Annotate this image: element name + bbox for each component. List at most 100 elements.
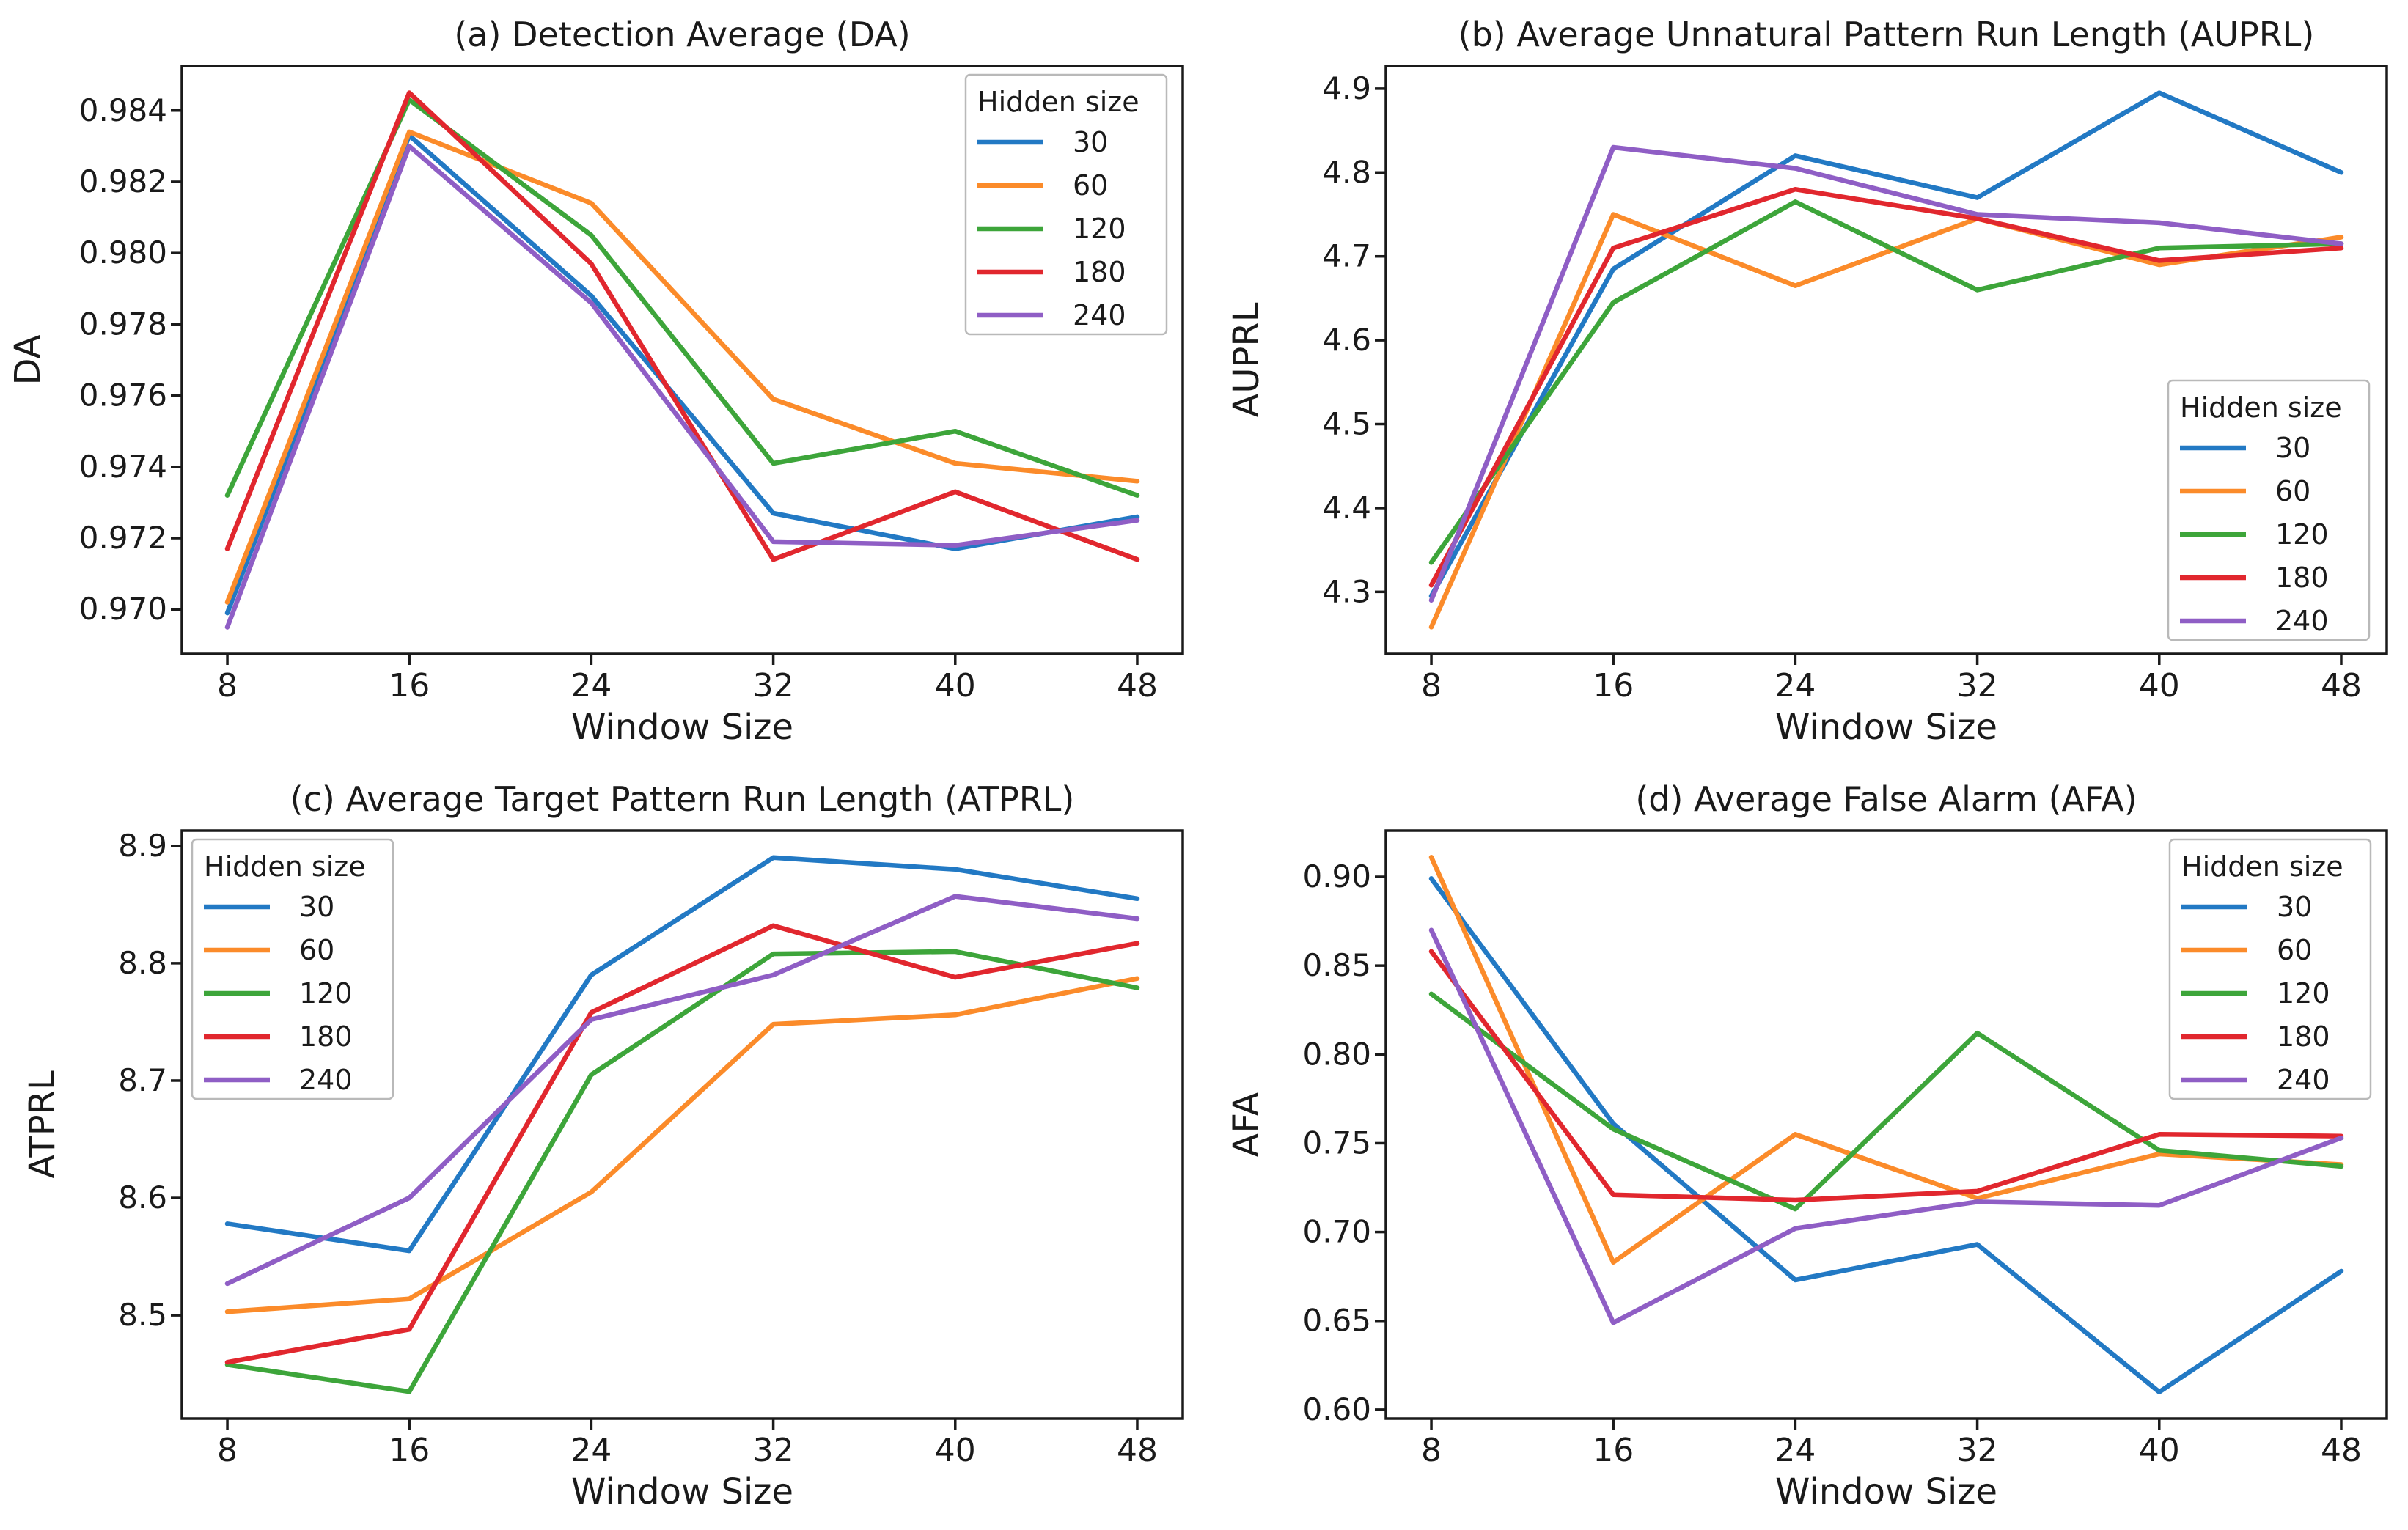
series-line-30 [224, 855, 1140, 1254]
x-tick-label: 48 [1117, 667, 1158, 705]
legend-label-60: 60 [299, 934, 334, 966]
series-line-30 [1428, 90, 2344, 599]
legend-label-60: 60 [1073, 169, 1108, 202]
series-line-240 [1428, 144, 2344, 603]
x-tick-label: 8 [217, 1432, 238, 1469]
y-tick-label: 0.974 [79, 449, 167, 485]
legend-label-120: 120 [299, 977, 353, 1009]
legend-label-240: 240 [2277, 1064, 2330, 1096]
x-tick-label: 16 [1593, 1432, 1634, 1469]
legend-label-120: 120 [1073, 213, 1126, 245]
legend-title: Hidden size [204, 850, 366, 883]
legend-title: Hidden size [2180, 391, 2342, 424]
x-tick-label: 24 [570, 667, 612, 705]
x-tick-label: 40 [935, 667, 976, 705]
axes-frame [180, 829, 1184, 1420]
y-tick-label: 8.8 [118, 945, 167, 981]
series-line-180 [1428, 949, 2344, 1203]
series-line-240 [224, 894, 1140, 1287]
x-tick-label: 40 [2139, 667, 2180, 705]
legend-label-30: 30 [2275, 432, 2310, 464]
x-tick-label: 48 [1117, 1432, 1158, 1469]
legend-title: Hidden size [977, 86, 1139, 118]
x-tick-label: 16 [389, 667, 430, 705]
legend: Hidden size 30 60 120 180 240 [2167, 379, 2371, 641]
series-line-120 [1428, 991, 2344, 1212]
legend: Hidden size 30 60 120 180 240 [964, 73, 1168, 336]
axes-frame [1384, 829, 2388, 1420]
y-tick-label: 0.80 [1302, 1036, 1371, 1072]
legend-label-30: 30 [299, 891, 334, 923]
legend-box [2167, 379, 2371, 641]
panel-a-xlabel: Window Size [570, 707, 794, 748]
x-tick-label: 24 [1774, 667, 1816, 705]
series-line-240 [224, 144, 1140, 630]
x-tick-label: 16 [389, 1432, 430, 1469]
x-tick-label: 48 [2321, 667, 2362, 705]
legend-title: Hidden size [2181, 850, 2343, 883]
y-tick-label: 0.980 [79, 235, 167, 271]
axes-frame [180, 65, 1184, 655]
legend-label-60: 60 [2277, 934, 2312, 966]
y-tick-label: 4.3 [1322, 573, 1371, 609]
x-tick-label: 24 [570, 1432, 612, 1469]
panel-b: (b) Average Unnatural Pattern Run Length… [1204, 0, 2408, 765]
y-tick-label: 4.9 [1322, 70, 1371, 106]
series-line-180 [224, 90, 1140, 562]
panel-c: (c) Average Target Pattern Run Length (A… [0, 765, 1204, 1530]
y-tick-label: 0.970 [79, 591, 167, 627]
panel-a-plot: 0.970 0.972 0.974 0.976 0.978 0.980 0.982 0.984… [79, 65, 1184, 705]
legend: Hidden size 30 60 120 180 240 [191, 838, 394, 1100]
y-tick-label: 0.75 [1302, 1125, 1371, 1161]
panel-d-xlabel: Window Size [1774, 1471, 1998, 1512]
legend: Hidden size 30 60 120 180 240 [2168, 838, 2372, 1100]
panel-b-title: (b) Average Unnatural Pattern Run Length… [1458, 15, 2315, 54]
y-tick-label: 8.5 [118, 1297, 167, 1333]
legend-label-180: 180 [1073, 256, 1126, 288]
panel-b-xlabel: Window Size [1774, 707, 1998, 748]
y-tick-label: 0.978 [79, 306, 167, 342]
x-tick-label: 32 [1957, 1432, 1998, 1469]
panel-d-title: (d) Average False Alarm (AFA) [1635, 779, 2137, 819]
legend-label-240: 240 [2275, 605, 2329, 637]
y-tick-label: 8.7 [118, 1062, 167, 1098]
y-tick-label: 0.60 [1302, 1391, 1371, 1427]
legend-label-180: 180 [2277, 1020, 2330, 1053]
series-line-180 [1428, 186, 2344, 588]
panel-c-plot: 8.5 8.6 8.7 8.8 8.9 8 16 24 32 40 48 Hidden size 30 6… [118, 828, 1184, 1469]
x-tick-label: 8 [217, 667, 238, 705]
panel-a: (a) Detection Average (DA) DA 0.970 0.972… [0, 0, 1204, 765]
series-line-60 [224, 129, 1140, 605]
y-tick-label: 0.65 [1302, 1303, 1371, 1339]
x-tick-label: 32 [753, 1432, 794, 1469]
legend-label-60: 60 [2275, 475, 2310, 507]
legend-box [964, 73, 1168, 336]
y-tick-label: 0.90 [1302, 858, 1371, 894]
legend-label-30: 30 [2277, 891, 2312, 923]
series-line-60 [1428, 855, 2344, 1265]
y-tick-label: 4.4 [1322, 490, 1371, 526]
legend-label-240: 240 [299, 1064, 353, 1096]
legend-label-30: 30 [1073, 126, 1108, 158]
panel-b-plot: 4.3 4.4 4.5 4.6 4.7 4.8 4.9 8 16 24 32 40 48 Hidden s… [1322, 65, 2388, 705]
panel-d-plot: 0.60 0.65 0.70 0.75 0.80 0.85 0.90 8 16 24 32 40 48 H… [1302, 829, 2388, 1469]
y-tick-label: 8.6 [118, 1180, 167, 1215]
legend-label-120: 120 [2277, 977, 2330, 1009]
y-tick-label: 4.5 [1322, 406, 1371, 442]
x-tick-label: 16 [1593, 667, 1634, 705]
series-line-60 [224, 976, 1140, 1314]
legend-box [191, 838, 394, 1100]
y-tick-label: 4.7 [1322, 238, 1371, 274]
legend-label-120: 120 [2275, 518, 2329, 551]
x-tick-label: 8 [1421, 1432, 1442, 1469]
y-tick-label: 0.972 [79, 520, 167, 556]
y-tick-label: 4.8 [1322, 154, 1371, 190]
x-tick-label: 48 [2321, 1432, 2362, 1469]
series-line-120 [1428, 199, 2344, 565]
x-tick-label: 8 [1421, 667, 1442, 705]
y-tick-label: 0.984 [79, 92, 167, 128]
legend-label-180: 180 [2275, 562, 2329, 594]
axes-frame [1384, 65, 2388, 655]
panel-c-title: (c) Average Target Pattern Run Length (A… [290, 779, 1075, 819]
